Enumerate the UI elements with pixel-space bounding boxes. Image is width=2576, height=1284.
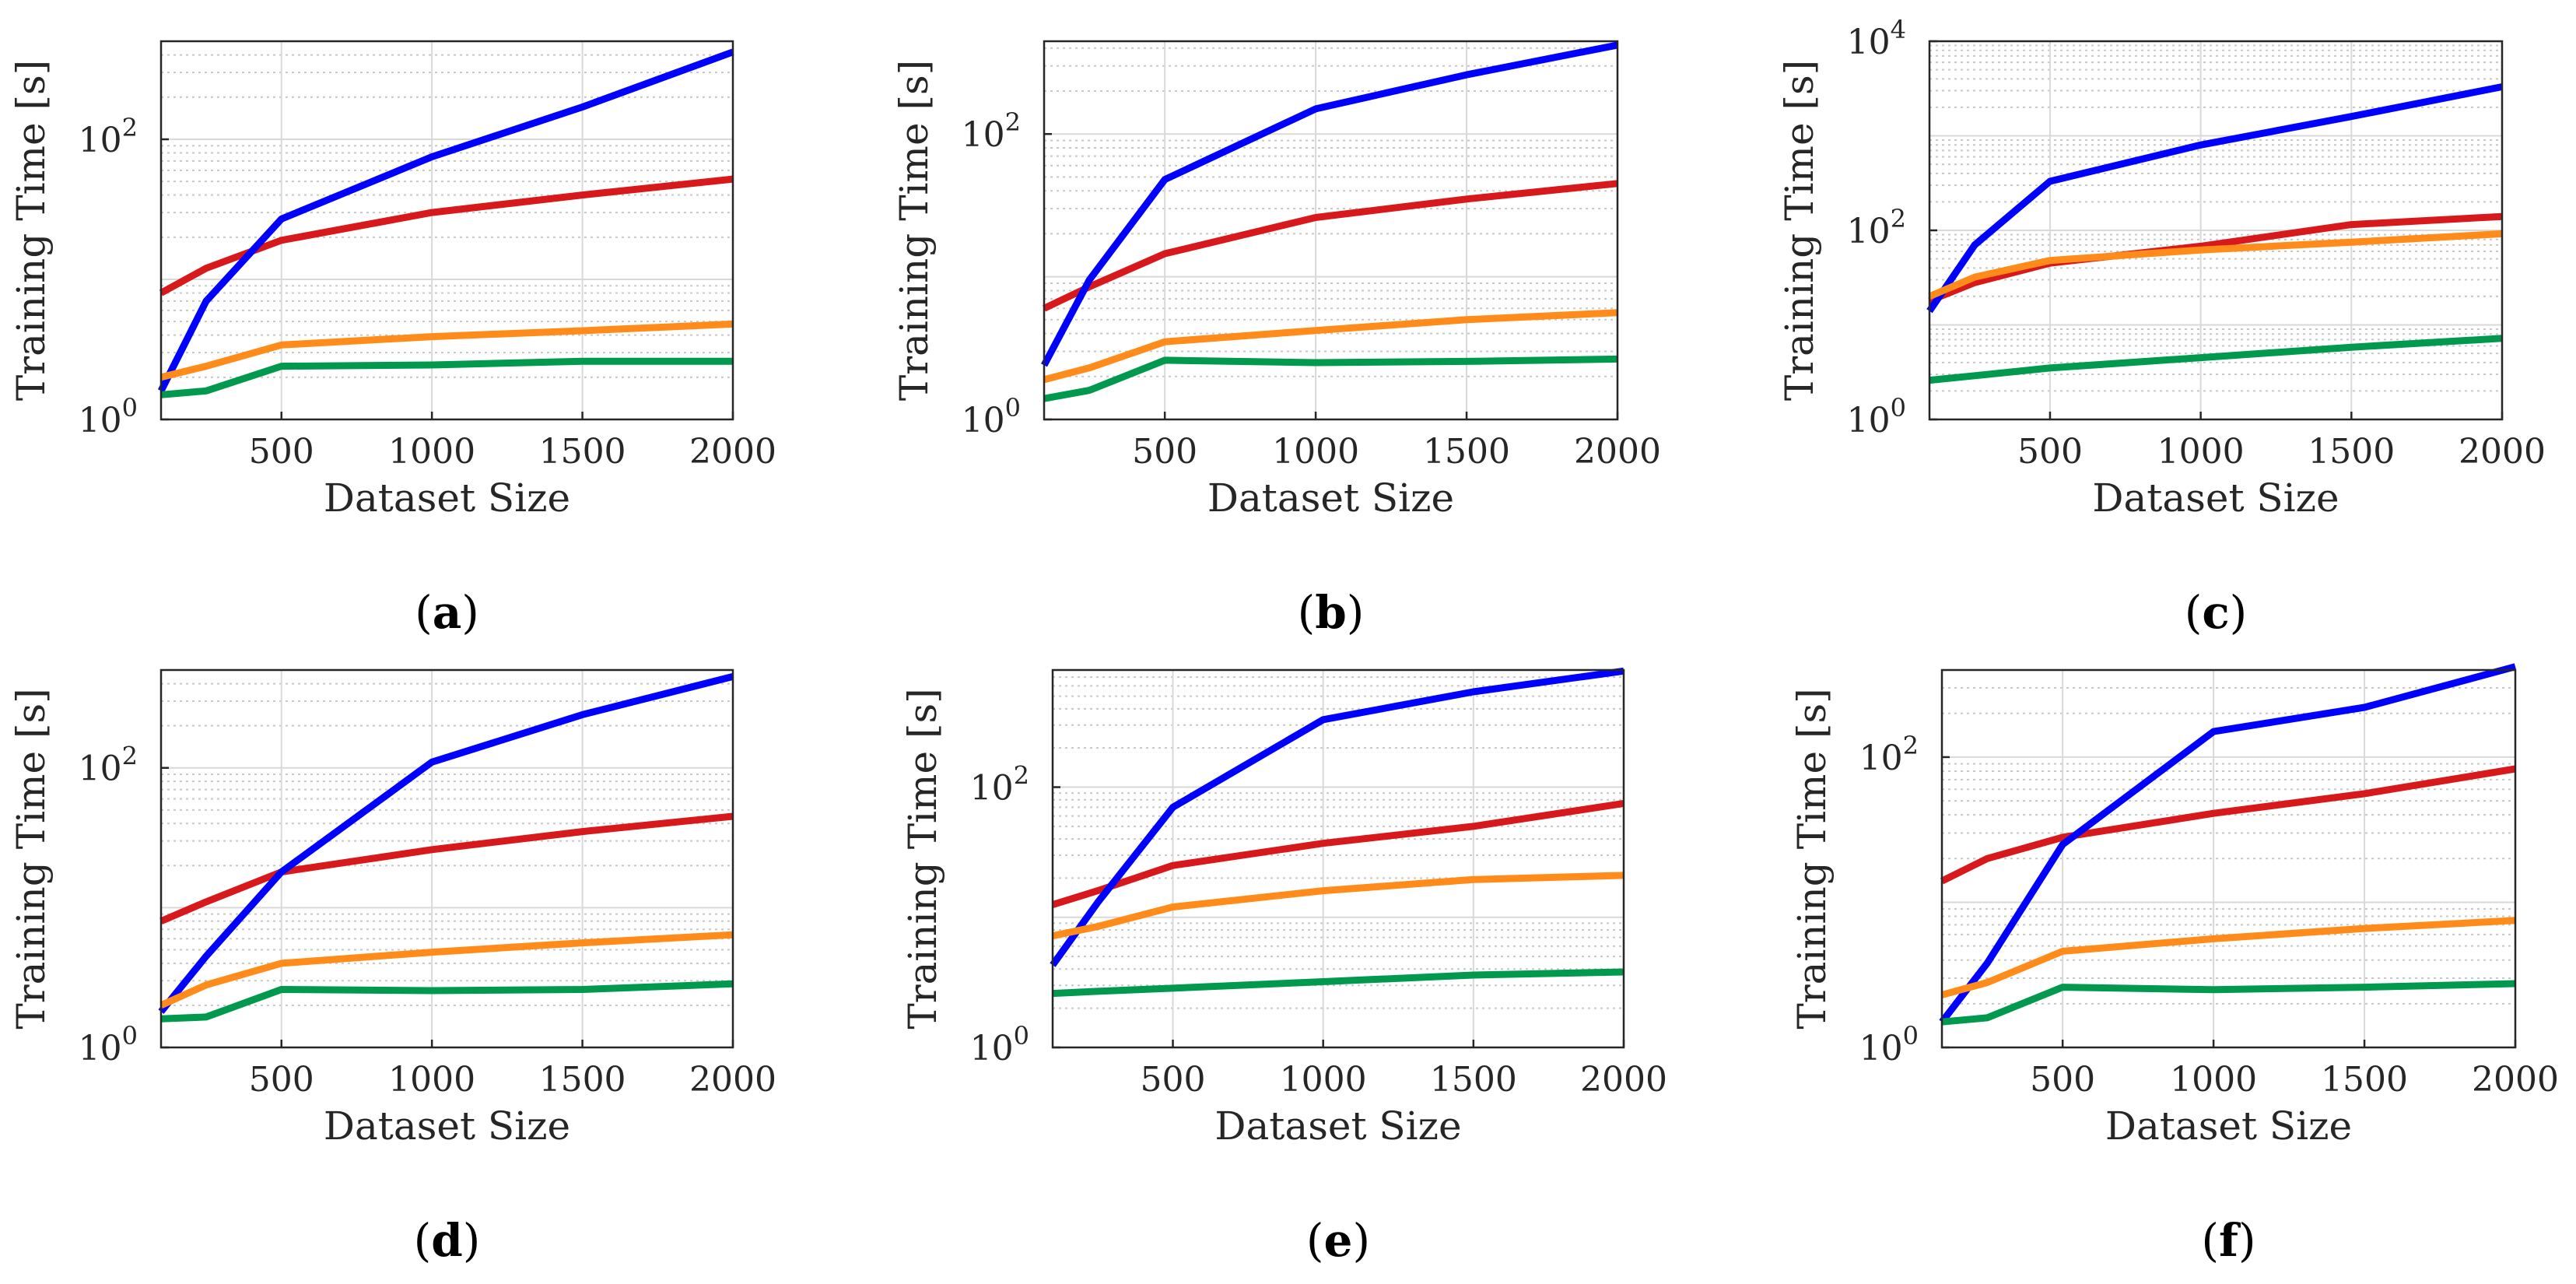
x-tick-label: 1000 xyxy=(1272,432,1359,472)
y-tick-label: 100 xyxy=(1847,393,1906,440)
series-line-green xyxy=(1929,335,2503,384)
x-tick-label: 500 xyxy=(2030,1060,2095,1100)
axes-box xyxy=(1940,668,2517,1049)
series-line-green xyxy=(160,357,733,398)
series-line-orange xyxy=(159,320,734,381)
series-line-orange xyxy=(1940,917,2516,998)
x-axis-label: Dataset Size xyxy=(1214,1103,1461,1149)
series-line-orange xyxy=(1928,230,2503,300)
series-line-green xyxy=(1941,980,2516,1026)
series-line-blue xyxy=(1926,83,2503,314)
chart-panel-e: 500 1000 1500 2000 100 102 Dataset Size Trainin… xyxy=(900,667,1667,1267)
series-line-blue xyxy=(1050,667,1624,967)
chart-panel-a: 500 1000 1500 2000 100 102 Dataset Size Trainin… xyxy=(9,40,776,639)
series-line-red xyxy=(159,812,734,924)
x-tick-label: 500 xyxy=(249,432,314,472)
axes-box xyxy=(159,668,734,1049)
series-line-blue xyxy=(1041,41,1618,367)
series-line-orange xyxy=(1043,309,1618,384)
y-axis-label: Training Time [s] xyxy=(900,688,945,1029)
x-tick-label: 1000 xyxy=(2170,1060,2257,1100)
x-tick-label: 1500 xyxy=(539,432,626,472)
x-tick-label: 1500 xyxy=(2321,1060,2408,1100)
x-tick-label: 2000 xyxy=(689,432,776,472)
y-tick-label: 100 xyxy=(962,393,1021,440)
series-line-blue xyxy=(158,673,734,1014)
y-tick-label: 104 xyxy=(1847,15,1906,62)
x-axis-label: Dataset Size xyxy=(324,1103,570,1149)
x-tick-label: 1500 xyxy=(2308,432,2395,472)
x-tick-label: 1000 xyxy=(388,432,475,472)
plot-area xyxy=(161,41,733,419)
x-tick-label: 1500 xyxy=(539,1060,626,1100)
x-tick-label: 500 xyxy=(2017,432,2083,472)
series-line-green xyxy=(1043,355,1618,402)
x-tick-label: 2000 xyxy=(1580,1060,1667,1100)
panel-label: (a) xyxy=(415,586,479,639)
series-line-red xyxy=(159,175,734,296)
x-tick-label: 2000 xyxy=(2459,432,2546,472)
series-line-red xyxy=(1051,799,1624,908)
y-tick-label: 102 xyxy=(79,113,138,160)
series-line-orange xyxy=(1052,872,1624,940)
y-tick-label: 102 xyxy=(962,107,1021,155)
chart-panel-d: 500 1000 1500 2000 100 102 Dataset Size Trainin… xyxy=(9,668,776,1267)
y-axis-label: Training Time [s] xyxy=(892,60,937,401)
x-tick-label: 500 xyxy=(1141,1060,1206,1100)
x-tick-label: 500 xyxy=(249,1060,314,1100)
series-line-red xyxy=(1940,765,2516,885)
panel-label: (c) xyxy=(2185,586,2248,639)
y-axis-label: Training Time [s] xyxy=(9,688,54,1029)
series-line-green xyxy=(1052,968,1624,998)
plot-area xyxy=(1053,670,1624,1047)
y-axis-label: Training Time [s] xyxy=(9,60,54,401)
x-tick-label: 1000 xyxy=(1280,1060,1367,1100)
x-tick-label: 1500 xyxy=(1430,1060,1517,1100)
chart-panel-b: 500 1000 1500 2000 100 102 Dataset Size Trainin… xyxy=(892,40,1661,639)
x-axis-label: Dataset Size xyxy=(2092,475,2339,521)
axes-box xyxy=(1043,40,1619,421)
x-axis-label: Dataset Size xyxy=(1207,475,1454,521)
y-tick-label: 100 xyxy=(1859,1021,1919,1068)
x-tick-label: 500 xyxy=(1132,432,1197,472)
series-line-blue xyxy=(157,48,734,393)
panel-label: (f) xyxy=(2201,1214,2255,1267)
y-tick-label: 102 xyxy=(79,742,138,789)
x-tick-label: 2000 xyxy=(1574,432,1661,472)
panel-label: (e) xyxy=(1306,1214,1370,1267)
axes-box xyxy=(159,40,734,421)
x-axis-label: Dataset Size xyxy=(2105,1103,2352,1149)
panel-label: (b) xyxy=(1298,586,1365,639)
y-tick-label: 100 xyxy=(79,1021,138,1068)
panel-label: (d) xyxy=(414,1214,481,1267)
y-tick-label: 102 xyxy=(1847,204,1906,251)
chart-panel-f: 500 1000 1500 2000 100 102 Dataset Size Trainin… xyxy=(1789,663,2559,1267)
x-tick-label: 1000 xyxy=(388,1060,475,1100)
x-tick-label: 2000 xyxy=(689,1060,776,1100)
x-tick-label: 1500 xyxy=(1423,432,1510,472)
axes-box xyxy=(1051,668,1625,1049)
x-tick-label: 2000 xyxy=(2472,1060,2559,1100)
series-line-blue xyxy=(1939,663,2517,1024)
y-tick-label: 102 xyxy=(970,761,1029,809)
y-tick-label: 102 xyxy=(1859,731,1919,778)
chart-panel-c: 500 1000 1500 2000 100 102 104 Dataset Size Trai… xyxy=(1777,15,2546,639)
x-tick-label: 1000 xyxy=(2157,432,2245,472)
y-axis-label: Training Time [s] xyxy=(1789,688,1835,1029)
y-tick-label: 100 xyxy=(79,393,138,440)
series-line-green xyxy=(160,980,734,1023)
y-axis-label: Training Time [s] xyxy=(1777,60,1822,401)
y-tick-label: 100 xyxy=(970,1021,1029,1068)
series-line-orange xyxy=(159,931,734,1009)
x-axis-label: Dataset Size xyxy=(324,475,570,521)
